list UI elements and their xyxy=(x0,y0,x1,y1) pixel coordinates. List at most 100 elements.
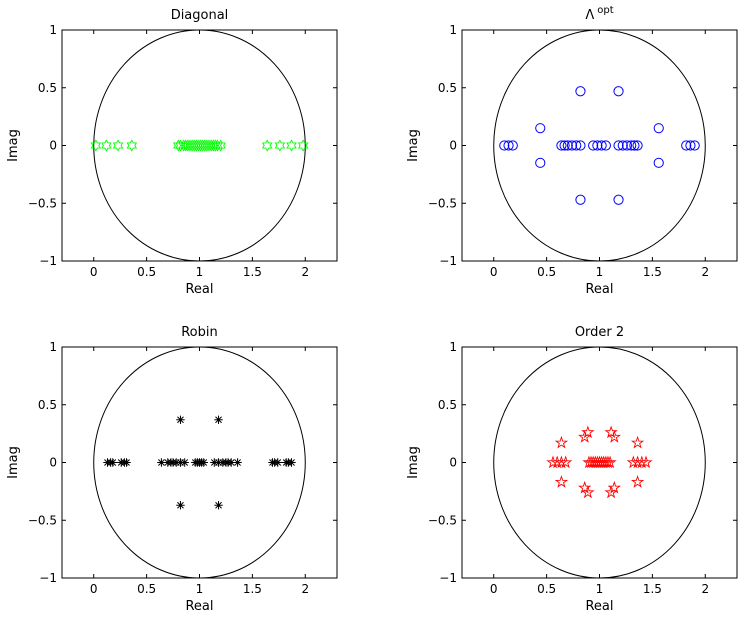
x-tick-label: 1 xyxy=(596,265,604,279)
data-point xyxy=(630,435,645,449)
axes-frame xyxy=(461,29,738,262)
x-tick-label: 0 xyxy=(90,265,98,279)
y-tick-label: 1 xyxy=(49,340,57,354)
data-series xyxy=(499,86,700,205)
axes-frame xyxy=(461,346,738,579)
y-tick-label: −1 xyxy=(39,254,57,268)
x-tick-label: 1 xyxy=(596,582,604,596)
data-point xyxy=(653,157,664,168)
data-point xyxy=(90,139,102,152)
data-point xyxy=(503,140,514,151)
chart-panel-2: 0 0.5 1 1.5 2 −1 −0.5 0 0.5 1 Real Imag Λ opt xyxy=(406,5,738,297)
y-tick-label: −0.5 xyxy=(28,196,57,210)
data-point xyxy=(274,139,286,152)
chart-panel-3: 0 0.5 1 1.5 2 −1 −0.5 0 0.5 1 Real Imag Robin xyxy=(6,325,338,614)
data-point xyxy=(653,123,664,134)
data-point xyxy=(286,139,297,152)
data-point xyxy=(176,458,185,467)
chart-title: Diagonal xyxy=(171,8,229,23)
data-point xyxy=(613,194,624,205)
y-tick-label: 0.5 xyxy=(438,81,457,95)
data-point xyxy=(210,458,219,467)
data-point xyxy=(578,480,592,494)
data-point xyxy=(596,140,607,151)
data-point xyxy=(600,140,611,151)
x-tick-label: 0 xyxy=(90,582,98,596)
data-point xyxy=(176,501,185,510)
data-point xyxy=(176,415,185,424)
data-point xyxy=(507,140,518,151)
x-tick-label: 1.5 xyxy=(643,265,662,279)
x-tick-label: 2 xyxy=(301,265,309,279)
data-point xyxy=(613,86,624,97)
data-point xyxy=(122,458,131,467)
y-axis-label: Imag xyxy=(6,446,21,479)
y-tick-label: 0 xyxy=(49,456,57,470)
data-point xyxy=(554,435,569,449)
data-point xyxy=(566,140,578,151)
data-point xyxy=(689,140,700,151)
data-point xyxy=(172,458,181,467)
y-tick-label: −0.5 xyxy=(28,513,57,527)
data-point xyxy=(607,480,621,494)
y-tick-label: −1 xyxy=(439,571,457,585)
y-tick-label: 0 xyxy=(449,456,457,470)
y-axis-label: Imag xyxy=(406,446,421,479)
data-point xyxy=(554,455,569,469)
x-tick-label: 0.5 xyxy=(537,582,556,596)
data-point xyxy=(621,140,633,151)
data-series xyxy=(90,139,309,152)
data-point xyxy=(287,458,296,467)
y-tick-label: −0.5 xyxy=(428,513,457,527)
data-point xyxy=(571,140,582,151)
data-point xyxy=(581,485,595,499)
x-axis-label: Real xyxy=(585,599,613,614)
data-point xyxy=(535,157,546,168)
data-point xyxy=(554,475,569,488)
data-point xyxy=(157,458,166,467)
data-point xyxy=(639,455,653,469)
data-point xyxy=(630,475,645,488)
y-tick-label: −0.5 xyxy=(428,196,457,210)
y-tick-label: −1 xyxy=(39,571,57,585)
data-point xyxy=(632,140,643,151)
x-tick-label: 1 xyxy=(196,265,204,279)
data-point xyxy=(613,140,624,151)
chart-title: Robin xyxy=(181,325,218,340)
y-tick-label: −1 xyxy=(439,254,457,268)
x-tick-label: 1 xyxy=(196,582,204,596)
x-tick-label: 1.5 xyxy=(243,582,262,596)
data-point xyxy=(604,425,618,439)
data-point xyxy=(588,140,599,151)
y-tick-label: 1 xyxy=(449,340,457,354)
data-point xyxy=(575,86,586,97)
chart-panel-4: 0 0.5 1 1.5 2 −1 −0.5 0 0.5 1 Real Imag Order 2 xyxy=(406,325,738,614)
data-point xyxy=(685,140,696,151)
data-point xyxy=(556,140,567,151)
y-axis-label: Imag xyxy=(406,129,421,162)
data-point xyxy=(180,458,189,467)
data-point xyxy=(108,458,117,467)
data-point xyxy=(535,123,546,134)
data-point xyxy=(215,139,226,152)
data-point xyxy=(575,194,586,205)
chart-title: Order 2 xyxy=(575,325,624,340)
y-tick-label: 0.5 xyxy=(38,398,57,412)
x-tick-label: 0 xyxy=(490,582,498,596)
x-axis-label: Real xyxy=(185,282,213,297)
x-tick-label: 2 xyxy=(701,582,709,596)
data-point xyxy=(214,501,223,510)
data-point xyxy=(126,139,138,152)
data-point xyxy=(261,139,273,152)
y-tick-label: 0.5 xyxy=(438,398,457,412)
data-point xyxy=(562,140,573,151)
x-tick-label: 0.5 xyxy=(537,265,556,279)
data-point xyxy=(101,139,112,152)
data-point xyxy=(592,140,603,151)
data-point xyxy=(681,140,692,151)
y-tick-label: 0.5 xyxy=(38,81,57,95)
chart-panel-1: 0 0.5 1 1.5 2 −1 −0.5 0 0.5 1 Real Imag Diagonal xyxy=(6,8,338,297)
unit-circle xyxy=(493,29,706,262)
